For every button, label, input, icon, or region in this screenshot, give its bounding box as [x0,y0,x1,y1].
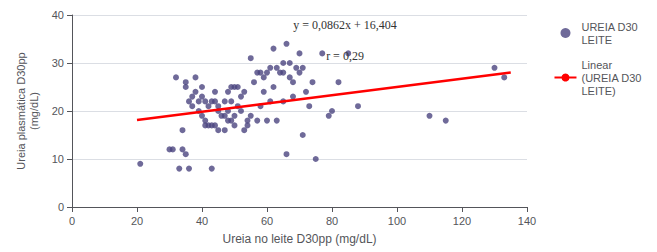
svg-text:LEITE): LEITE) [581,85,615,97]
svg-text:20: 20 [131,215,143,227]
svg-text:y = 0,0862x + 16,404: y = 0,0862x + 16,404 [293,18,397,32]
svg-text:40: 40 [52,9,64,21]
svg-text:Ureia plasmática D30pp: Ureia plasmática D30pp [15,52,27,169]
svg-text:20: 20 [52,105,64,117]
svg-text:0: 0 [69,215,75,227]
svg-text:LEITE: LEITE [581,34,612,46]
svg-text:(mg/dL): (mg/dL) [28,92,40,130]
svg-text:80: 80 [326,215,338,227]
svg-text:100: 100 [388,215,406,227]
svg-text:Ureia no leite D30pp (mg/dL): Ureia no leite D30pp (mg/dL) [222,232,376,246]
svg-text:10: 10 [52,153,64,165]
svg-text:0: 0 [58,201,64,213]
svg-text:Linear: Linear [581,59,612,71]
svg-text:140: 140 [518,215,536,227]
svg-text:40: 40 [196,215,208,227]
svg-text:30: 30 [52,57,64,69]
svg-text:120: 120 [453,215,471,227]
svg-text:(UREIA D30: (UREIA D30 [581,72,641,84]
svg-text:UREIA D30: UREIA D30 [581,21,637,33]
svg-text:60: 60 [261,215,273,227]
svg-text:r = 0,29: r = 0,29 [326,49,364,63]
